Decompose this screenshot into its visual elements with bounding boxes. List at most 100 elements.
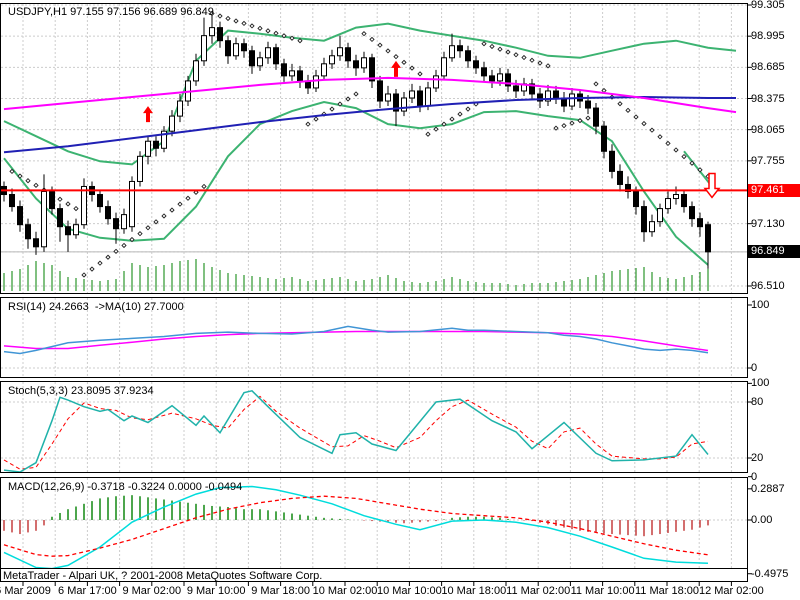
candle-body — [401, 97, 407, 112]
candle-body — [41, 191, 47, 248]
sar-dot — [57, 196, 63, 202]
sar-dot — [121, 242, 127, 249]
sar-dot — [593, 81, 599, 87]
main-chart-layer[interactable] — [1, 4, 747, 293]
price-axis-label: 96.510 — [751, 280, 785, 292]
candle-body — [473, 60, 479, 69]
sar-dot — [649, 127, 655, 133]
sar-dot — [233, 18, 239, 24]
candle-body — [153, 140, 159, 149]
candle-body — [49, 191, 55, 210]
candle-body — [145, 140, 151, 157]
candle-body — [297, 70, 303, 82]
candle-body — [633, 191, 639, 208]
macd-layer[interactable] — [1, 478, 747, 569]
rsi-ma-line — [3, 330, 709, 352]
candle-body — [265, 47, 271, 59]
rsi-indicator-label: RSI(14) 24.2663 ->MA(10) 27.7000 — [8, 301, 184, 313]
candle-body — [217, 27, 223, 42]
candle-body — [33, 238, 39, 248]
candle-body — [417, 90, 423, 107]
candle-body — [641, 206, 647, 233]
sar-dot — [169, 207, 175, 213]
sar-dot — [401, 59, 407, 66]
sar-dot — [145, 225, 151, 231]
stoch-main-line — [3, 389, 709, 472]
candle-body — [369, 57, 375, 82]
bollinger-upper-band — [3, 22, 737, 166]
candle-body — [665, 198, 671, 210]
sar-dot — [257, 25, 263, 31]
price-axis-label: 98.995 — [751, 30, 785, 43]
sar-dot — [129, 236, 135, 243]
bid-price-label: 96.849 — [748, 245, 800, 259]
sar-dot — [665, 140, 671, 147]
candle-body — [337, 47, 343, 57]
copyright-statusbar: MetaTrader - Alpari UK, ? 2001-2008 Meta… — [3, 570, 323, 582]
sar-dot — [681, 153, 687, 160]
sar-dot — [633, 114, 639, 120]
candle-body — [81, 185, 87, 226]
candle-body — [481, 67, 487, 77]
candle-body — [505, 73, 511, 87]
sar-dot — [329, 106, 335, 112]
stoch-indicator-label: Stoch(5,3,3) 23.8095 37.9234 — [8, 385, 154, 397]
sar-dot — [73, 205, 79, 212]
sar-dot — [265, 28, 271, 34]
candle-body — [257, 57, 263, 67]
candle-body — [329, 55, 335, 65]
macd-axis-label: -0.4975 — [751, 567, 789, 580]
candle-body — [129, 180, 135, 228]
candle-body — [529, 83, 535, 95]
macd-signal-line — [3, 495, 709, 557]
sar-dot — [409, 65, 415, 71]
rsi-layer[interactable] — [1, 298, 747, 377]
candle-body — [377, 80, 383, 102]
sar-dot — [193, 189, 199, 196]
statusbar-strip-border — [0, 568, 748, 582]
sar-dot — [65, 201, 71, 207]
alert-price-label: 97.461 — [748, 183, 800, 197]
candle-body — [617, 170, 623, 185]
candle-body — [625, 183, 631, 193]
candle-body — [241, 43, 247, 52]
sar-dot — [537, 60, 543, 66]
candle-body — [225, 40, 231, 57]
candle-body — [393, 93, 399, 112]
sar-dot — [185, 195, 191, 201]
sar-dot — [289, 35, 295, 41]
sar-dot — [81, 272, 87, 278]
macd-indicator-label: MACD(12,26,9) -0.3718 -0.3224 0.0000 -0.… — [8, 481, 243, 493]
sar-dot — [273, 30, 279, 36]
candle-body — [201, 35, 207, 62]
stoch-axis-label: 20 — [751, 452, 764, 464]
stoch-axis-label: 100 — [751, 377, 770, 390]
candle-body — [545, 90, 551, 102]
sar-dot — [9, 168, 15, 175]
candle-body — [177, 100, 183, 117]
candle-body — [9, 194, 15, 208]
sar-dot — [553, 125, 559, 131]
sar-dot — [345, 96, 351, 102]
sar-dot — [449, 116, 455, 122]
candle-body — [193, 60, 199, 82]
sar-dot — [177, 201, 183, 207]
price-axis-label: 99.305 — [751, 0, 785, 11]
candle-body — [689, 206, 695, 220]
sar-dot — [25, 178, 31, 184]
sar-dot — [361, 31, 367, 37]
sar-dot — [433, 126, 439, 132]
candle-body — [705, 224, 711, 253]
time-axis-label: 11 Mar 02:00 — [506, 585, 571, 597]
sar-dot — [113, 248, 119, 254]
candle-body — [673, 194, 679, 200]
buy-arrow-icon — [391, 60, 401, 77]
sar-dot — [689, 160, 695, 166]
candle-body — [441, 57, 447, 77]
stoch-layer[interactable] — [1, 382, 747, 472]
sar-dot — [377, 42, 383, 48]
candle-body — [113, 218, 119, 230]
time-axis-label: 9 Mar 10:00 — [186, 585, 246, 597]
stoch-axis-label: 0 — [751, 470, 758, 483]
